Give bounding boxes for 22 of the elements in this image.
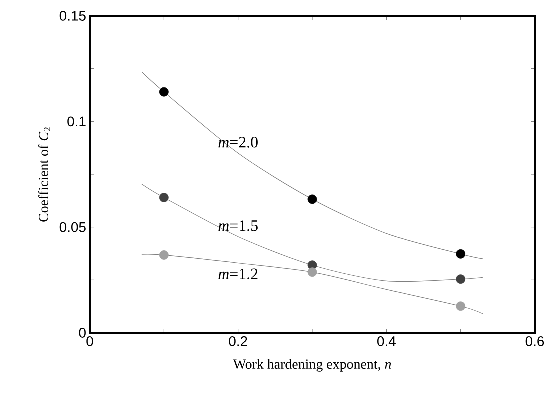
point: [308, 194, 318, 204]
y-tick-label: 0: [79, 328, 86, 338]
y-tick-label: 0.15: [60, 11, 86, 21]
y-tick-label: 0.05: [60, 222, 86, 232]
point: [456, 249, 466, 259]
x-tick-label: 0.6: [526, 336, 544, 346]
point: [159, 87, 169, 97]
y-axis-title: Coefficient of C$_{2}$: [38, 128, 50, 222]
series-label: m=2.0: [218, 137, 258, 148]
point: [159, 250, 169, 260]
y-tick-label: 0.1: [68, 116, 86, 127]
x-tick-label: 0.4: [378, 336, 396, 346]
x-axis-title: Work hardening exponent, n: [233, 359, 392, 372]
point: [159, 193, 169, 202]
series-label: m=1.5: [218, 220, 258, 232]
point: [308, 268, 318, 278]
point: [456, 274, 466, 284]
x-tick-label: 0: [86, 336, 94, 346]
point: [456, 302, 466, 312]
series-label: m=1.2: [218, 268, 258, 280]
line-series: [142, 72, 484, 260]
x-tick-label: 0.2: [229, 336, 248, 346]
